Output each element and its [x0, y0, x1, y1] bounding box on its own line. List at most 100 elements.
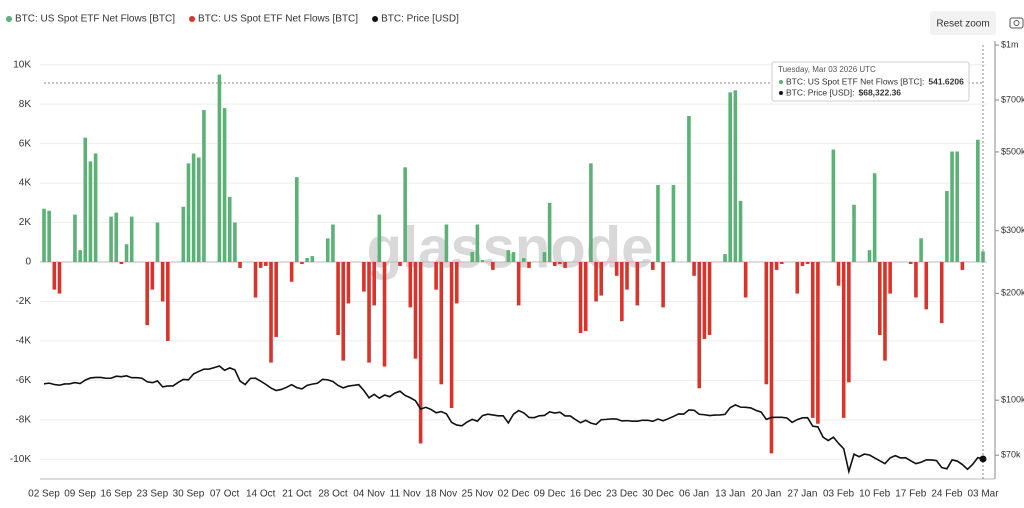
bar [52, 262, 57, 290]
tooltip-label: BTC: Price [USD]: [786, 87, 854, 97]
bar [454, 262, 459, 304]
bar [42, 208, 46, 262]
bar [635, 262, 640, 306]
bar [480, 260, 485, 262]
bar [976, 139, 980, 262]
y2-tick-label: $1m [1001, 39, 1019, 49]
bar [687, 116, 691, 262]
bar [398, 262, 402, 266]
price-line [43, 365, 984, 475]
y-tick-label: -4K [15, 336, 31, 347]
bar [439, 262, 444, 385]
bar [795, 262, 800, 294]
bar [599, 262, 604, 296]
x-tick-label: 07 Oct [210, 489, 240, 500]
bar [810, 262, 815, 418]
y-tick-label: -8K [15, 414, 31, 425]
bar [563, 262, 567, 268]
bar [960, 262, 965, 270]
bar [155, 222, 160, 262]
y2-tick-label: $700k [1001, 94, 1024, 104]
bar [372, 262, 376, 306]
bar [841, 262, 846, 418]
bar [656, 185, 660, 262]
bar [779, 262, 784, 264]
bar [274, 262, 278, 337]
bar [558, 262, 562, 264]
x-tick-label: 27 Jan [787, 489, 817, 500]
bar [516, 262, 521, 306]
reset-zoom-label[interactable]: Reset zoom [936, 19, 989, 30]
bar [470, 252, 475, 262]
bar [346, 262, 351, 304]
bar [651, 262, 655, 270]
bar [733, 90, 738, 262]
bar [196, 157, 201, 262]
bar [800, 262, 805, 266]
bar [434, 262, 438, 290]
bar [883, 262, 887, 361]
bar [506, 250, 511, 262]
tooltip: Tuesday, Mar 03 2026 UTC BTC: US Spot ETF… [771, 61, 970, 102]
bar [305, 258, 309, 262]
x-tick-label: 09 Sep [64, 489, 96, 500]
x-tick-label: 04 Nov [353, 489, 385, 500]
bar [728, 92, 732, 262]
x-tick-label: 23 Sep [136, 489, 168, 500]
bar [129, 216, 134, 262]
camera-icon[interactable] [1009, 17, 1024, 29]
bar [47, 210, 51, 262]
bar [872, 173, 877, 262]
reset-zoom-button[interactable] [930, 11, 996, 35]
x-tick-label: 17 Feb [895, 489, 927, 500]
bar [589, 163, 593, 262]
bar [542, 252, 547, 262]
bar [93, 153, 98, 262]
bar [888, 262, 892, 294]
x-tick-label: 14 Oct [246, 489, 276, 500]
bar [614, 262, 619, 276]
y-tick-label: 10K [13, 59, 31, 70]
x-tick-label: 03 Mar [967, 489, 999, 500]
bar [527, 262, 531, 268]
bar [362, 262, 366, 292]
y-tick-label: 0 [25, 257, 31, 268]
bar [955, 151, 960, 262]
bar [160, 262, 165, 302]
bar [449, 262, 454, 408]
bar [78, 250, 82, 262]
bar [697, 262, 702, 389]
bar [847, 262, 851, 383]
bar [511, 252, 516, 262]
bar [341, 262, 346, 361]
bar [258, 262, 263, 268]
y2-tick-label: $70k [1001, 450, 1021, 460]
x-tick-label: 10 Feb [859, 489, 891, 500]
hover-point [979, 455, 987, 463]
x-tick-label: 02 Dec [498, 489, 530, 500]
bar [774, 262, 779, 270]
bar [264, 262, 268, 266]
bar [924, 262, 929, 310]
bar [805, 262, 810, 264]
bar [950, 151, 954, 262]
bar [403, 167, 407, 262]
x-tick-label: 02 Sep [28, 489, 60, 500]
y2-tick-label: $300k [1001, 225, 1024, 235]
bar [413, 262, 418, 359]
bar [981, 251, 985, 262]
x-tick-label: 28 Oct [318, 489, 348, 500]
bar [939, 262, 944, 324]
bar [109, 216, 113, 262]
bar [836, 262, 841, 286]
bar [289, 262, 294, 282]
bar [831, 149, 836, 262]
y2-tick-label: $100k [1001, 395, 1024, 405]
x-tick-label: 16 Dec [570, 489, 602, 500]
bar [83, 137, 88, 262]
bar [816, 262, 820, 424]
tooltip-value: $68,322.36 [858, 87, 901, 97]
legend-label: BTC: US Spot ETF Net Flows [BTC] [198, 14, 358, 25]
